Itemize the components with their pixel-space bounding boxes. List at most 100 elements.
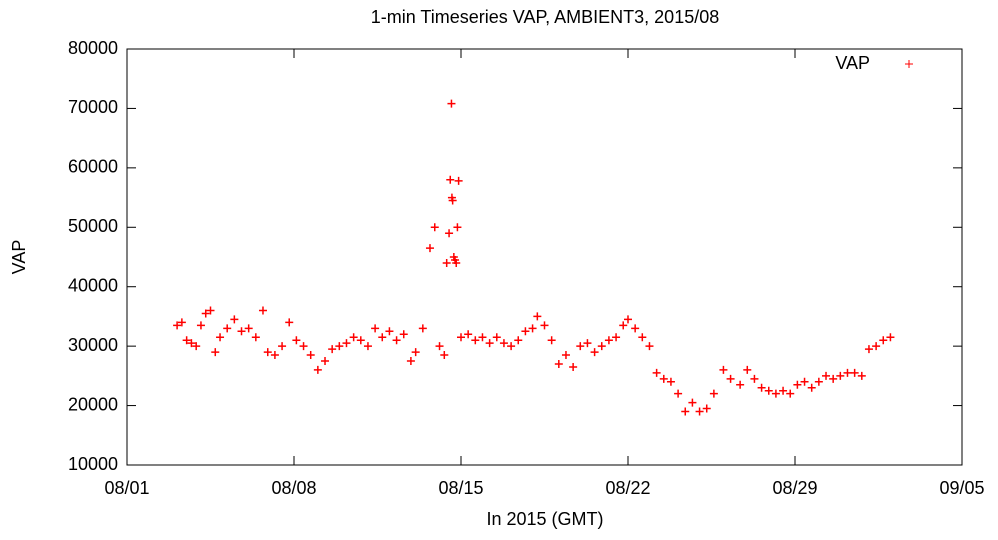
data-point [850,368,859,377]
data-point [631,324,640,333]
data-point [786,389,795,398]
data-point [540,321,549,330]
data-point [196,321,205,330]
data-point [406,357,415,365]
x-tick-label: 08/29 [772,478,817,498]
data-point [702,404,711,413]
data-point [857,371,866,380]
x-tick-label: 08/08 [271,478,316,498]
data-point [452,258,461,267]
data-point [278,342,287,351]
data-point [814,377,823,386]
data-point [757,383,766,392]
data-point [363,342,372,351]
data-point [800,377,809,386]
data-point [349,333,358,342]
data-point [485,339,494,348]
data-point [583,339,592,348]
data-point [223,324,232,333]
plot-frame [126,48,963,466]
y-tick-label: 20000 [68,394,118,414]
data-point [659,374,668,383]
data-point [612,333,621,342]
data-point [187,339,196,348]
data-point [258,306,267,315]
data-point [886,333,895,342]
data-point [695,407,704,416]
data-point [750,374,759,383]
y-tick-label: 50000 [68,216,118,236]
data-point [263,348,272,357]
legend-label: VAP [835,53,870,73]
data-point [378,333,387,342]
data-point [313,365,322,374]
y-tick-label: 80000 [68,38,118,58]
data-point [411,348,420,357]
data-point [371,324,380,333]
x-tick-label: 08/15 [438,478,483,498]
data-point [173,321,182,330]
data-point [507,342,516,351]
data-point [270,351,279,360]
data-point [764,386,773,395]
data-point [251,333,260,342]
data-point [624,315,632,324]
data-point [645,342,654,351]
data-point [807,383,816,392]
data-point [399,330,408,339]
data-point [335,342,344,351]
y-axis-label: VAP [9,240,29,275]
data-point [779,386,788,395]
data-point [328,345,337,354]
data-point [182,336,191,345]
data-point [528,324,537,333]
data-point [448,196,457,205]
data-point [533,312,542,321]
data-point [471,336,480,345]
x-tick-label: 08/22 [605,478,650,498]
data-point [299,342,308,351]
data-point [446,175,455,184]
data-point [499,339,508,348]
data-point [206,306,215,315]
data-point [619,321,628,330]
x-axis-label: In 2015 (GMT) [486,509,603,529]
data-point [385,327,394,336]
data-point [440,351,449,360]
data-point [478,333,487,342]
data-point [216,333,225,342]
data-point [356,336,365,345]
data-point [454,176,463,185]
data-point [425,244,434,253]
data-point [822,371,831,380]
data-point [492,333,501,342]
data-point [726,374,735,383]
data-point [561,351,570,360]
data-point [514,336,523,345]
y-tick-label: 60000 [68,157,118,177]
data-point [435,342,444,351]
y-tick-label: 10000 [68,454,118,474]
data-point [771,389,780,398]
data-point [445,229,454,238]
data-point [292,336,301,345]
data-point [201,309,210,318]
data-point [453,223,462,232]
data-point [177,318,186,327]
chart-title: 1-min Timeseries VAP, AMBIENT3, 2015/08 [371,7,720,27]
data-point [597,342,606,351]
data-point [590,348,599,357]
data-point [836,371,845,380]
data-point [666,377,675,386]
data-point [652,368,661,377]
data-point [430,223,439,232]
data-point [230,315,239,324]
data-point [569,362,578,371]
data-point [879,336,888,345]
data-point [674,389,683,398]
data-point [464,330,473,339]
data-point [321,357,330,365]
data-point [709,389,718,398]
data-point [681,407,690,416]
